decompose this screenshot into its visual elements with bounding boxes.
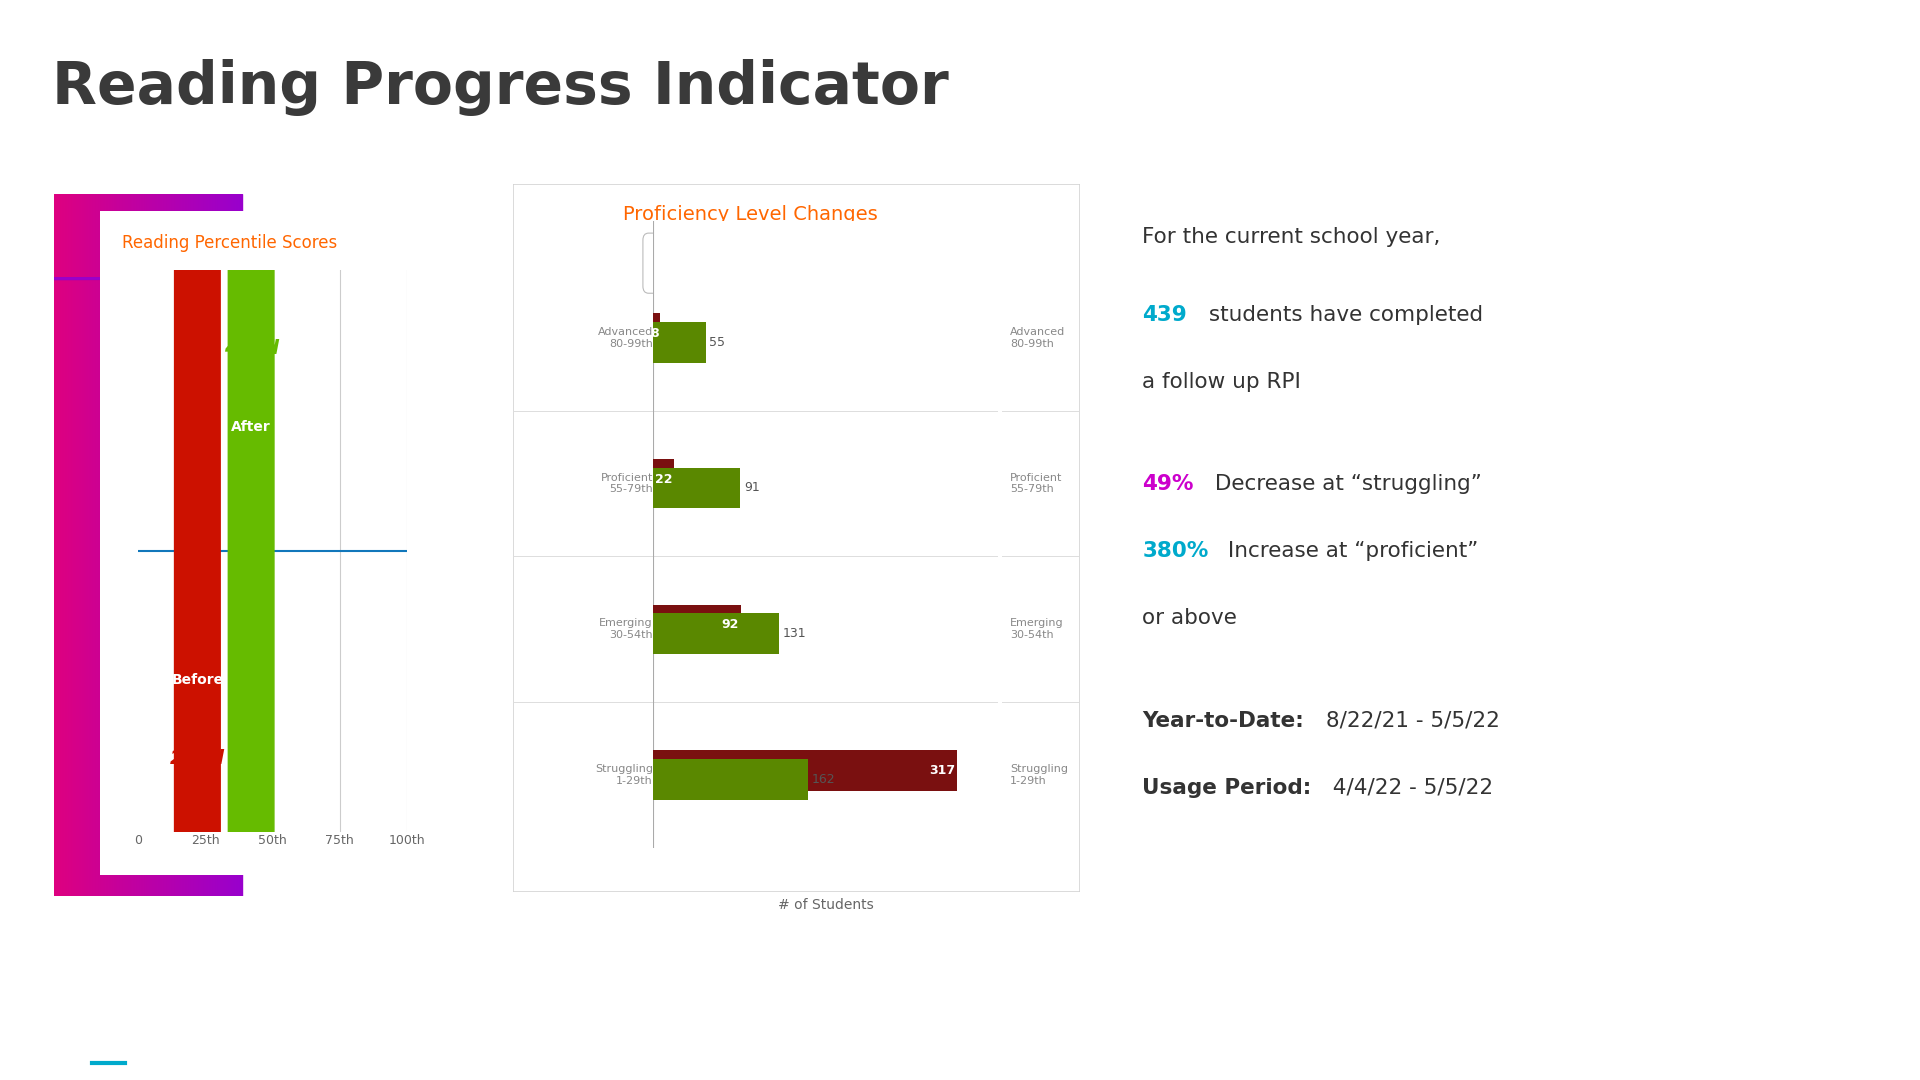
Bar <box>653 605 741 646</box>
Text: C: C <box>52 1007 84 1050</box>
Text: Struggling
1-29th: Struggling 1-29th <box>1010 765 1068 786</box>
Text: Year-to-Date:: Year-to-Date: <box>1142 711 1304 731</box>
Text: 317: 317 <box>929 764 956 778</box>
Text: Usage Period:: Usage Period: <box>1142 778 1311 798</box>
Bar <box>653 322 707 363</box>
Text: 42nd: 42nd <box>223 339 278 359</box>
Text: Emerging
30-54th: Emerging 30-54th <box>599 619 653 640</box>
Text: 4/4/22 - 5/5/22: 4/4/22 - 5/5/22 <box>1319 778 1494 798</box>
Bar <box>653 468 741 509</box>
Text: 55: 55 <box>710 336 726 349</box>
Text: 91: 91 <box>745 482 760 495</box>
Bar <box>653 613 780 654</box>
Text: 162: 162 <box>812 773 835 786</box>
Text: Proficiency Level Changes: Proficiency Level Changes <box>624 205 877 224</box>
Text: After: After <box>230 420 271 434</box>
FancyBboxPatch shape <box>643 233 835 294</box>
Text: 22nd: 22nd <box>169 750 225 768</box>
Text: students have completed: students have completed <box>1202 305 1482 325</box>
Text: For the current school year,: For the current school year, <box>1142 227 1440 247</box>
Bar <box>653 751 958 791</box>
Text: Reading Progress Indicator: Reading Progress Indicator <box>52 59 948 117</box>
Text: Decrease at “struggling”: Decrease at “struggling” <box>1208 474 1482 495</box>
Text: Proficient
55-79th: Proficient 55-79th <box>601 473 653 495</box>
Text: Proficient
55-79th: Proficient 55-79th <box>1010 473 1062 495</box>
Text: L: L <box>92 1007 121 1050</box>
Text: After: After <box>768 245 801 259</box>
Text: Before: Before <box>171 673 223 687</box>
Text: 22: 22 <box>655 473 672 486</box>
Text: or above: or above <box>1142 608 1236 629</box>
Text: Emerging
30-54th: Emerging 30-54th <box>1010 619 1064 640</box>
Bar <box>653 759 808 799</box>
Bar <box>655 242 680 269</box>
Text: 380%: 380% <box>1142 541 1210 562</box>
Text: Advanced
80-99th: Advanced 80-99th <box>1010 327 1066 349</box>
Bar <box>737 242 762 269</box>
Bar <box>653 313 660 354</box>
Text: Before: Before <box>685 245 732 259</box>
Text: 439: 439 <box>1142 305 1187 325</box>
Text: 49%: 49% <box>1142 474 1194 495</box>
Text: a follow up RPI: a follow up RPI <box>1142 372 1302 392</box>
Bar <box>653 459 674 500</box>
Text: # of Students: # of Students <box>778 897 874 912</box>
Text: Increase at “proficient”: Increase at “proficient” <box>1221 541 1478 562</box>
Circle shape <box>228 0 275 1080</box>
Text: Reading Percentile Scores: Reading Percentile Scores <box>123 234 338 252</box>
Text: Struggling
1-29th: Struggling 1-29th <box>595 765 653 786</box>
Text: 8: 8 <box>651 327 659 340</box>
Text: 92: 92 <box>722 619 739 632</box>
Text: 131: 131 <box>783 627 806 640</box>
Circle shape <box>175 0 221 1080</box>
Text: 8/22/21 - 5/5/22: 8/22/21 - 5/5/22 <box>1319 711 1500 731</box>
Text: Advanced
80-99th: Advanced 80-99th <box>597 327 653 349</box>
